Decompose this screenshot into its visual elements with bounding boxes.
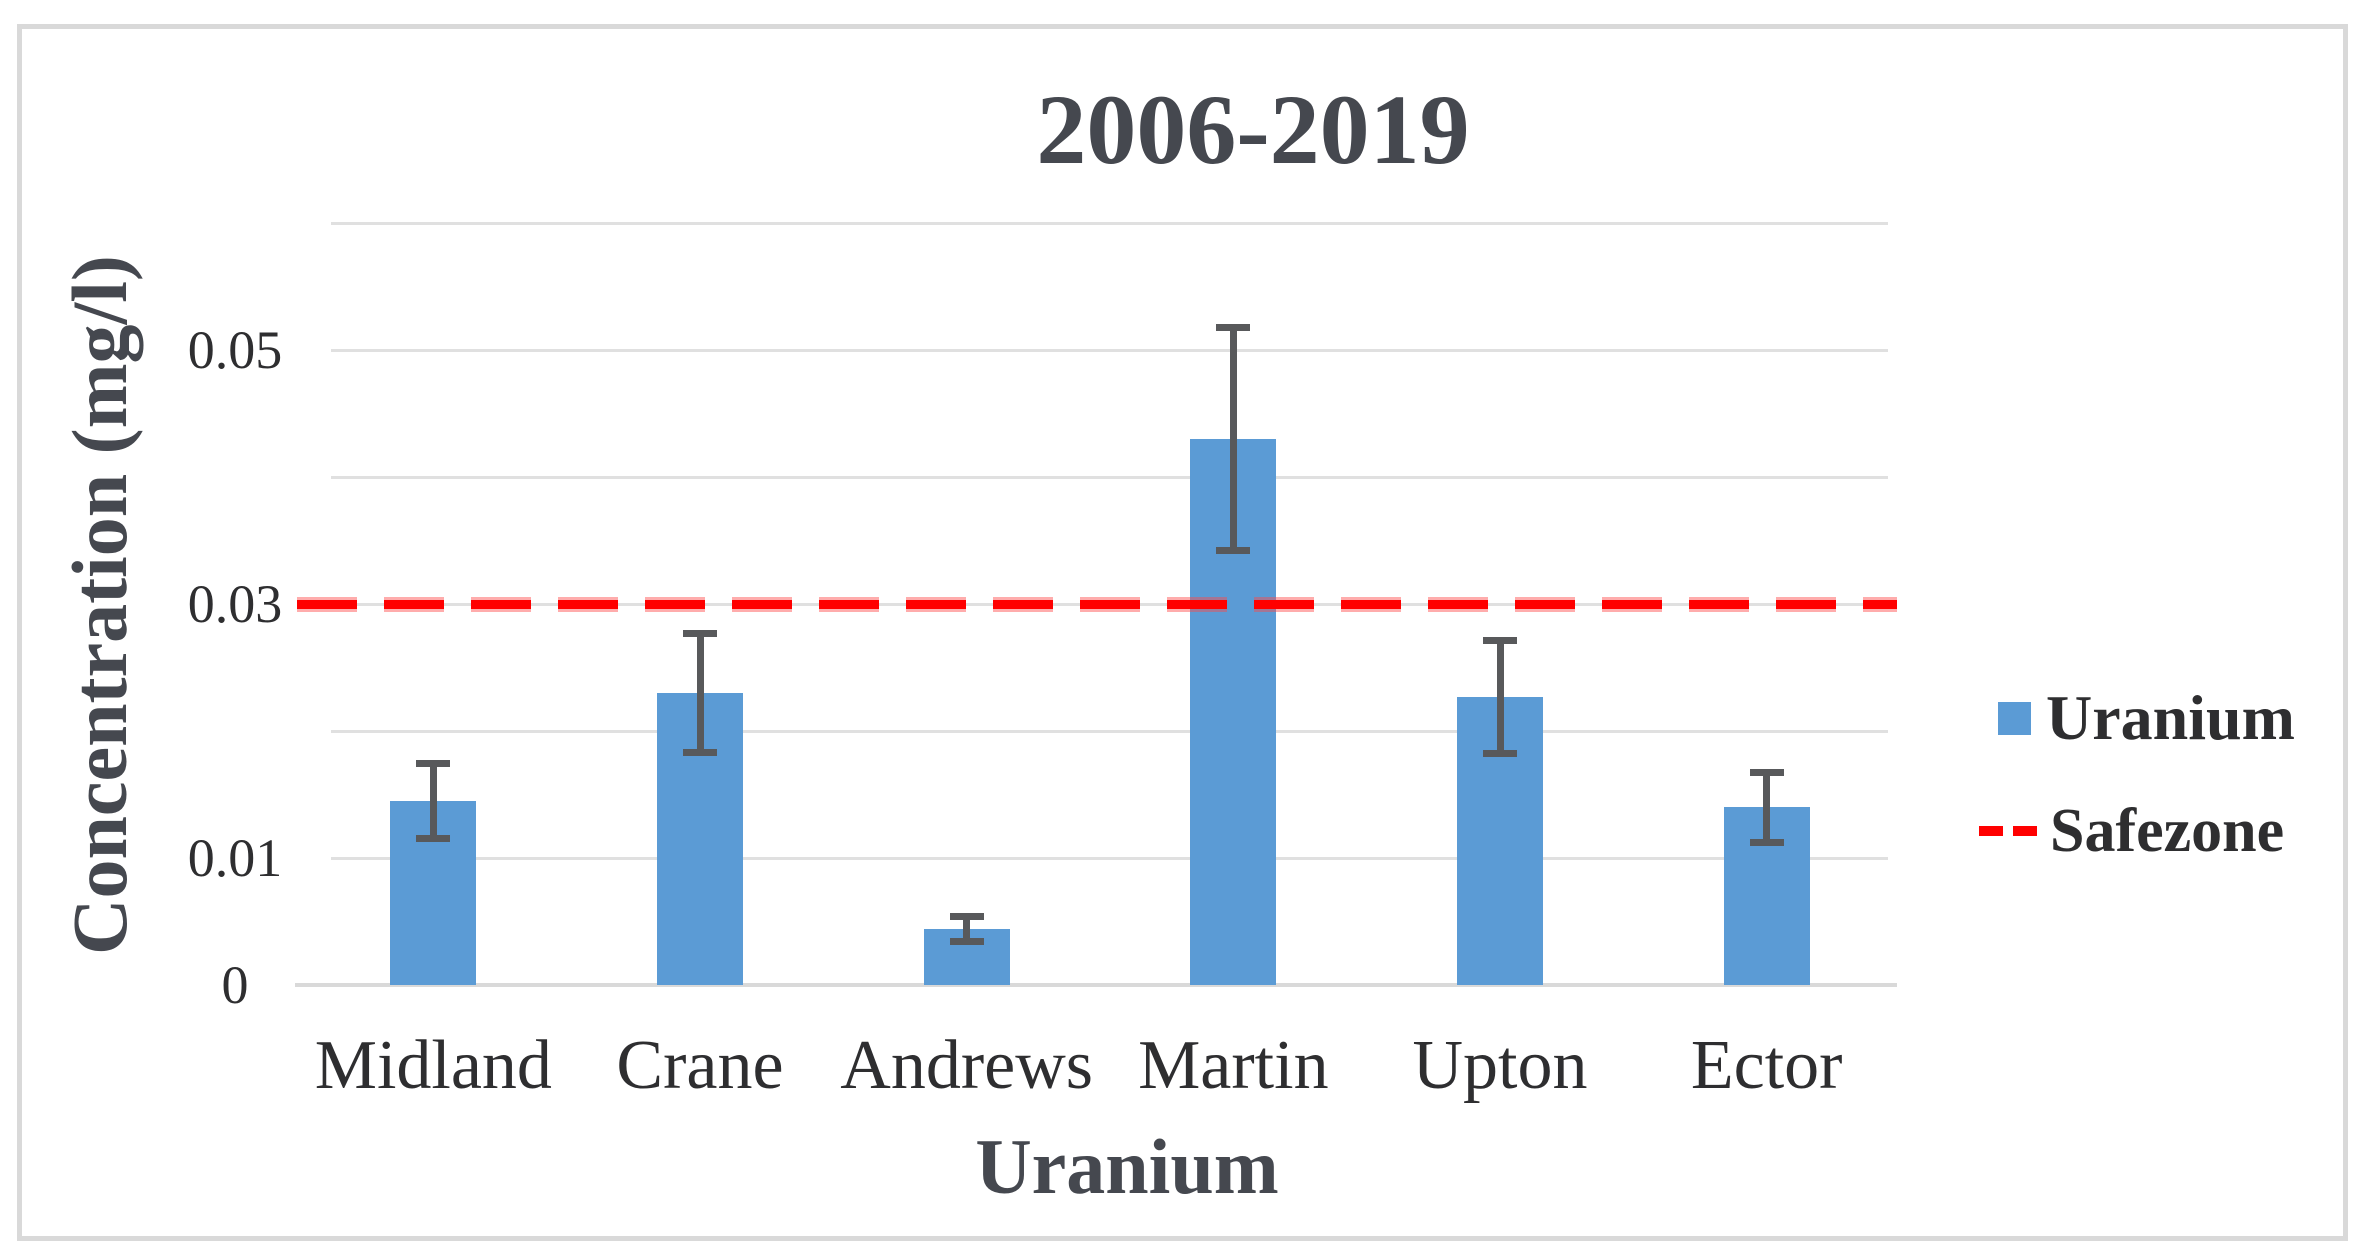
x-axis-title: Uranium bbox=[975, 1123, 1279, 1210]
gridline-0.02 bbox=[331, 729, 1888, 733]
error-bar-bottom-cap-crane bbox=[683, 748, 717, 756]
y-tick-label-0.05: 0.05 bbox=[187, 320, 283, 380]
gridline-0.05 bbox=[331, 348, 1888, 352]
x-category-label-martin: Martin bbox=[1138, 1027, 1329, 1104]
error-bar-stem-upton bbox=[1496, 639, 1504, 754]
error-bar-top-cap-upton bbox=[1483, 636, 1517, 644]
error-bar-stem-ector bbox=[1763, 771, 1771, 843]
gridline-0.04 bbox=[331, 475, 1888, 479]
error-bar-stem-martin bbox=[1229, 327, 1237, 551]
error-bar-bottom-cap-martin bbox=[1216, 546, 1251, 554]
x-category-label-crane: Crane bbox=[616, 1027, 784, 1104]
uranium-series-swatch-icon bbox=[1998, 701, 2031, 735]
error-bar-top-cap-ector bbox=[1749, 768, 1784, 776]
error-bar-top-cap-crane bbox=[683, 630, 717, 638]
error-bar-bottom-cap-ector bbox=[1749, 838, 1784, 846]
error-bar-stem-andrews bbox=[963, 916, 971, 942]
y-tick-label-0.03: 0.03 bbox=[187, 574, 283, 634]
error-bar-stem-crane bbox=[696, 633, 704, 753]
gridline-0.01 bbox=[331, 856, 1888, 860]
error-bar-stem-midland bbox=[429, 762, 437, 839]
legend-label-safezone: Safezone bbox=[2050, 796, 2285, 865]
x-category-label-upton: Upton bbox=[1412, 1027, 1588, 1104]
x-axis-line bbox=[295, 983, 1897, 987]
safezone-dash-marker-icon bbox=[1979, 826, 2037, 836]
error-bar-bottom-cap-midland bbox=[416, 834, 451, 842]
safezone-reference-line bbox=[297, 600, 1897, 609]
gridline-0.06 bbox=[331, 221, 1888, 225]
y-axis-title: Concentration (mg/l) bbox=[56, 255, 143, 955]
y-tick-label-0: 0 bbox=[221, 955, 249, 1015]
chart-title: 2006-2019 bbox=[1036, 74, 1470, 185]
legend-item-safezone: Safezone bbox=[1979, 796, 2284, 866]
error-bar-top-cap-andrews bbox=[949, 913, 984, 921]
y-tick-label-0.01: 0.01 bbox=[187, 828, 283, 888]
x-category-label-ector: Ector bbox=[1690, 1027, 1843, 1104]
x-category-label-andrews: Andrews bbox=[840, 1027, 1094, 1104]
error-bar-top-cap-martin bbox=[1216, 324, 1251, 332]
legend-item-uranium: Uranium bbox=[1998, 682, 2295, 754]
error-bar-bottom-cap-andrews bbox=[949, 937, 984, 945]
error-bar-bottom-cap-upton bbox=[1483, 749, 1517, 757]
legend-label-uranium: Uranium bbox=[2046, 682, 2295, 753]
error-bar-top-cap-midland bbox=[416, 759, 451, 767]
figure-border bbox=[17, 24, 2348, 1241]
x-category-label-midland: Midland bbox=[314, 1027, 552, 1104]
